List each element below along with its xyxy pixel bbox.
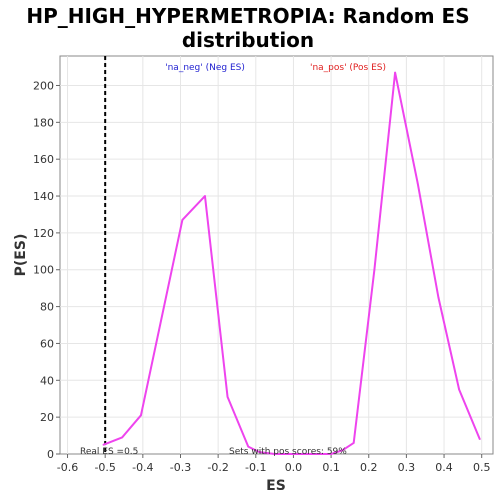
- es-data-point: [458, 388, 460, 391]
- x-axis-title: ES: [266, 478, 286, 494]
- x-tick-label: -0.3: [170, 461, 191, 474]
- es-data-point: [479, 438, 481, 441]
- es-data-point: [121, 436, 123, 439]
- es-data-point: [416, 182, 419, 184]
- series-group: [102, 71, 481, 455]
- y-tick-label: 200: [33, 79, 54, 92]
- y-axis-title: P(ES): [13, 234, 29, 277]
- es-data-point: [330, 453, 332, 455]
- x-tick-label: 0.5: [473, 461, 491, 474]
- y-tick-label: 100: [33, 264, 54, 277]
- es-data-point: [181, 219, 184, 221]
- y-tick-label: 0: [47, 448, 54, 461]
- es-data-point: [273, 453, 276, 455]
- y-tick-label: 60: [40, 337, 54, 350]
- es-data-point: [341, 449, 344, 452]
- chart-title-line-2: distribution: [182, 28, 314, 52]
- pos-es-label: 'na_pos' (Pos ES): [310, 63, 386, 73]
- y-tick-label: 20: [40, 411, 54, 424]
- y-tick-label: 160: [33, 153, 54, 166]
- sets-with-pos-scores-label: Sets with pos scores: 59%: [229, 447, 347, 457]
- x-tick-label: -0.6: [57, 461, 78, 474]
- x-tick-label: 0.4: [435, 461, 453, 474]
- es-data-point: [311, 453, 314, 455]
- x-tick-label: -0.1: [245, 461, 266, 474]
- es-data-point: [258, 451, 261, 453]
- y-tick-label: 180: [33, 116, 54, 129]
- y-axis-ticks: 0 20 40 60 80 100 120 140 160 180 200: [33, 79, 60, 461]
- plot-area: [59, 55, 494, 455]
- es-data-point: [394, 71, 396, 74]
- es-data-point: [226, 396, 229, 398]
- x-tick-label: 0.1: [322, 461, 340, 474]
- es-data-point: [352, 442, 355, 444]
- x-tick-label: 0.2: [360, 461, 378, 474]
- x-tick-label: -0.4: [132, 461, 153, 474]
- es-data-point: [437, 296, 440, 299]
- es-data-point: [247, 445, 250, 448]
- y-tick-label: 80: [40, 301, 54, 314]
- y-tick-label: 140: [33, 190, 54, 203]
- x-tick-label: -0.5: [94, 461, 115, 474]
- x-tick-label: -0.2: [207, 461, 228, 474]
- neg-es-label: 'na_neg' (Neg ES): [165, 63, 245, 73]
- x-axis-ticks: -0.6 -0.5 -0.4 -0.3 -0.2 -0.1 0.0 0.1 0.2 0.3 0.4 0…: [57, 454, 491, 474]
- real-es-label: Real ES =0.5: [80, 447, 138, 457]
- x-tick-label: 0.0: [285, 461, 303, 474]
- chart-title-line-1: HP_HIGH_HYPERMETROPIA: Random ES: [26, 4, 469, 28]
- es-data-point: [204, 195, 206, 197]
- y-tick-label: 120: [33, 227, 54, 240]
- es-data-point: [140, 414, 142, 417]
- es-data-point: [102, 443, 105, 446]
- es-data-point: [373, 268, 376, 271]
- es-data-point: [292, 453, 295, 455]
- es-distribution-line: [102, 71, 481, 455]
- x-tick-label: 0.3: [398, 461, 416, 474]
- y-tick-label: 40: [40, 374, 54, 387]
